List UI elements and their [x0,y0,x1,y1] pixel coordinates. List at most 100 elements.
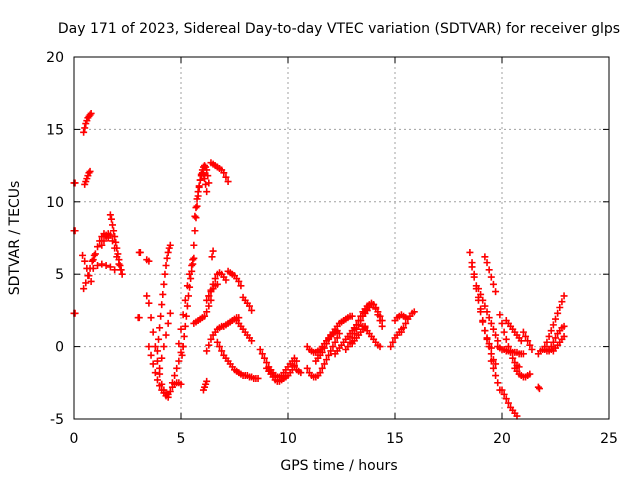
data-point [498,386,506,394]
data-point [500,328,508,336]
data-point [350,330,358,338]
series-arc-a [70,179,79,187]
data-point [151,343,159,351]
data-point [89,264,97,272]
x-tick-label: 25 [600,431,618,447]
data-point [194,188,202,196]
frame-layer [73,56,610,420]
data-point [492,331,500,339]
data-point [483,308,491,316]
data-point [81,257,89,265]
data-point [203,347,211,355]
data-point [179,311,187,319]
data-point [201,162,209,170]
data-point [98,260,106,268]
series-arc-bl [545,322,568,353]
data-point [558,298,566,306]
plot-frame [73,56,610,420]
data-point [489,364,497,372]
data-point [260,354,268,362]
series-arc-af [213,338,262,382]
data-point [389,338,397,346]
data-point [248,337,256,345]
data-point [109,237,117,245]
data-point [203,166,211,174]
data-point [560,292,568,300]
data-point [190,241,198,249]
data-point [192,204,200,212]
data-point [535,385,543,393]
series-arc-aw [397,308,418,336]
data-point [201,312,209,320]
data-point [397,325,405,333]
data-point [207,335,215,343]
data-point [147,314,155,322]
data-point [180,332,188,340]
data-point [186,283,194,291]
data-point [504,399,512,407]
data-point [198,169,206,177]
series-arc-ab [203,280,221,304]
data-point [218,347,226,355]
data-point [209,247,217,255]
data-point [213,280,221,288]
data-point [85,272,93,280]
data-point [355,317,363,325]
data-point [89,256,97,264]
data-point [117,266,125,274]
data-point [318,348,326,356]
data-point [191,212,199,220]
x-tick-label: 10 [279,431,297,447]
data-point [201,175,209,183]
data-point [545,332,553,340]
data-point [85,169,93,177]
data-point [153,347,161,355]
data-point [111,244,119,252]
data-point [159,290,167,298]
data-point [106,211,114,219]
series-arc-i [89,260,119,274]
data-point [156,324,164,332]
data-point [143,292,151,300]
data-point [109,221,117,229]
data-point [254,374,262,382]
series-arc-bn [549,332,568,355]
data-point [376,343,384,351]
data-point [534,383,542,391]
series-arc-c [70,309,79,317]
data-point [188,267,196,275]
data-point [164,248,172,256]
data-point [163,254,171,262]
data-point [202,180,210,188]
data-point [203,377,211,385]
data-point [323,340,331,348]
y-tick-label: 0 [55,340,64,356]
series-arc-q [153,241,174,355]
data-point [387,343,395,351]
series-arc-aj [263,357,301,385]
data-point [513,412,521,420]
data-point [80,285,88,293]
series-arc-p [145,343,172,401]
data-point [485,340,493,348]
data-point [352,321,360,329]
data-point [181,322,189,330]
data-point [515,363,523,371]
series-arc-ax [387,325,405,351]
data-point [166,387,174,395]
data-point [318,364,326,372]
x-tick-label: 0 [70,431,79,447]
series-arc-u [178,254,198,359]
data-point [88,257,96,265]
data-point [205,302,213,310]
data-point [213,338,221,346]
data-point [528,345,536,353]
data-point [327,347,335,355]
data-point [479,318,487,326]
data-point [100,237,108,245]
data-point [526,341,534,349]
data-point [80,128,88,136]
series-arc-m [143,256,153,265]
data-point [483,259,491,267]
data-point [496,311,504,319]
